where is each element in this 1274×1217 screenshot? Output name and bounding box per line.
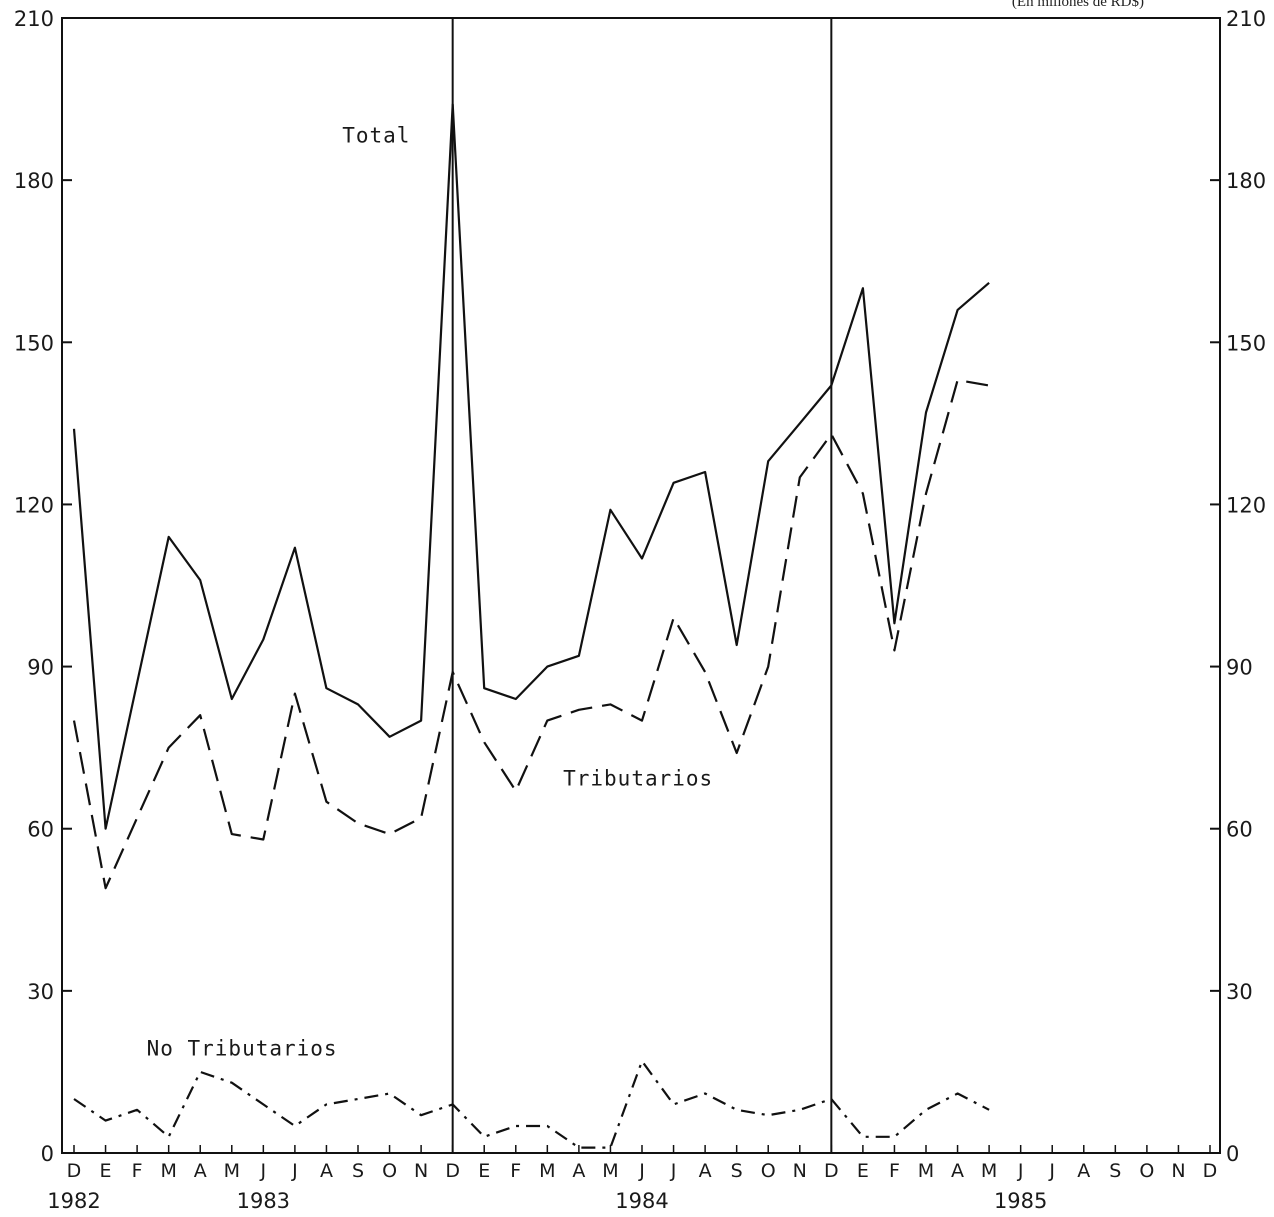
x-tick-label-20: A (699, 1160, 712, 1182)
x-tick-label-0: D (67, 1160, 82, 1182)
x-tick-label-17: M (602, 1160, 618, 1182)
x-tick-label-4: A (194, 1160, 207, 1182)
series-line-no-tributarios (73, 1059, 990, 1149)
x-tick-label-36: D (1203, 1160, 1218, 1182)
x-tick-label-14: F (510, 1160, 521, 1182)
x-tick-label-8: A (320, 1160, 333, 1182)
year-dividers (451, 18, 833, 1153)
right-tick-label-180: 180 (1226, 169, 1266, 193)
x-tick-label-19: J (670, 1160, 677, 1182)
x-tick-label-2: F (132, 1160, 143, 1182)
x-tick-label-35: N (1171, 1160, 1185, 1182)
left-y-axis: 0 30 60 90 120 150 180 210 (14, 7, 72, 1166)
year-axis: 1982 1983 1984 1985 (47, 1189, 1047, 1213)
x-tick-label-6: J (260, 1160, 267, 1182)
x-tick-label-3: M (160, 1160, 176, 1182)
x-tick-label-26: F (889, 1160, 900, 1182)
x-tick-label-31: J (1048, 1160, 1055, 1182)
left-tick-label-120: 120 (14, 493, 54, 517)
right-tick-label-150: 150 (1226, 331, 1266, 355)
left-tick-label-210: 210 (14, 7, 54, 31)
series-labels: Total Tributarios No Tributarios (147, 123, 713, 1061)
unit-note: (En millones de RD$) (1011, 0, 1144, 10)
series-label-no-tributarios: No Tributarios (147, 1037, 338, 1061)
x-tick-label-23: N (793, 1160, 807, 1182)
series-lines (72, 103, 990, 1149)
left-tick-label-180: 180 (14, 169, 54, 193)
series-line-tributarios (72, 379, 990, 890)
left-tick-label-90: 90 (27, 656, 54, 680)
x-tick-label-5: M (224, 1160, 240, 1182)
x-tick-label-12: D (445, 1160, 460, 1182)
left-tick-label-150: 150 (14, 331, 54, 355)
right-tick-label-60: 60 (1226, 818, 1253, 842)
x-tick-label-29: M (981, 1160, 997, 1182)
x-tick-label-33: S (1109, 1160, 1121, 1182)
series-label-tributarios: Tributarios (563, 766, 713, 790)
x-tick-label-27: M (918, 1160, 934, 1182)
x-tick-label-7: J (291, 1160, 298, 1182)
x-tick-label-10: O (382, 1160, 397, 1182)
series-label-total: Total (342, 123, 410, 147)
x-tick-label-32: A (1077, 1160, 1090, 1182)
left-tick-label-30: 30 (27, 980, 54, 1004)
plot-frame (61, 17, 1221, 1154)
x-tick-label-30: J (1017, 1160, 1024, 1182)
right-y-axis: 0 30 60 90 120 150 180 210 (1210, 7, 1266, 1166)
x-tick-label-13: E (478, 1160, 490, 1182)
x-tick-label-25: E (857, 1160, 869, 1182)
year-label-1984: 1984 (615, 1189, 668, 1213)
x-tick-label-34: O (1139, 1160, 1154, 1182)
left-tick-label-60: 60 (27, 818, 54, 842)
right-tick-label-210: 210 (1226, 7, 1266, 31)
x-tick-label-28: A (951, 1160, 964, 1182)
year-label-1985: 1985 (994, 1189, 1047, 1213)
year-label-1983: 1983 (237, 1189, 290, 1213)
x-tick-label-22: O (761, 1160, 776, 1182)
right-tick-label-0: 0 (1226, 1142, 1239, 1166)
right-tick-label-90: 90 (1226, 656, 1253, 680)
x-tick-label-15: M (539, 1160, 555, 1182)
x-tick-label-18: J (638, 1160, 645, 1182)
x-tick-label-11: N (414, 1160, 428, 1182)
left-tick-label-0: 0 (41, 1142, 54, 1166)
right-tick-label-30: 30 (1226, 980, 1253, 1004)
x-tick-label-16: A (572, 1160, 585, 1182)
x-tick-label-9: S (352, 1160, 364, 1182)
x-tick-label-24: D (824, 1160, 839, 1182)
series-line-total (72, 103, 990, 830)
right-tick-label-120: 120 (1226, 493, 1266, 517)
x-tick-label-1: E (100, 1160, 112, 1182)
year-label-1982: 1982 (47, 1189, 100, 1213)
x-tick-label-21: S (731, 1160, 743, 1182)
